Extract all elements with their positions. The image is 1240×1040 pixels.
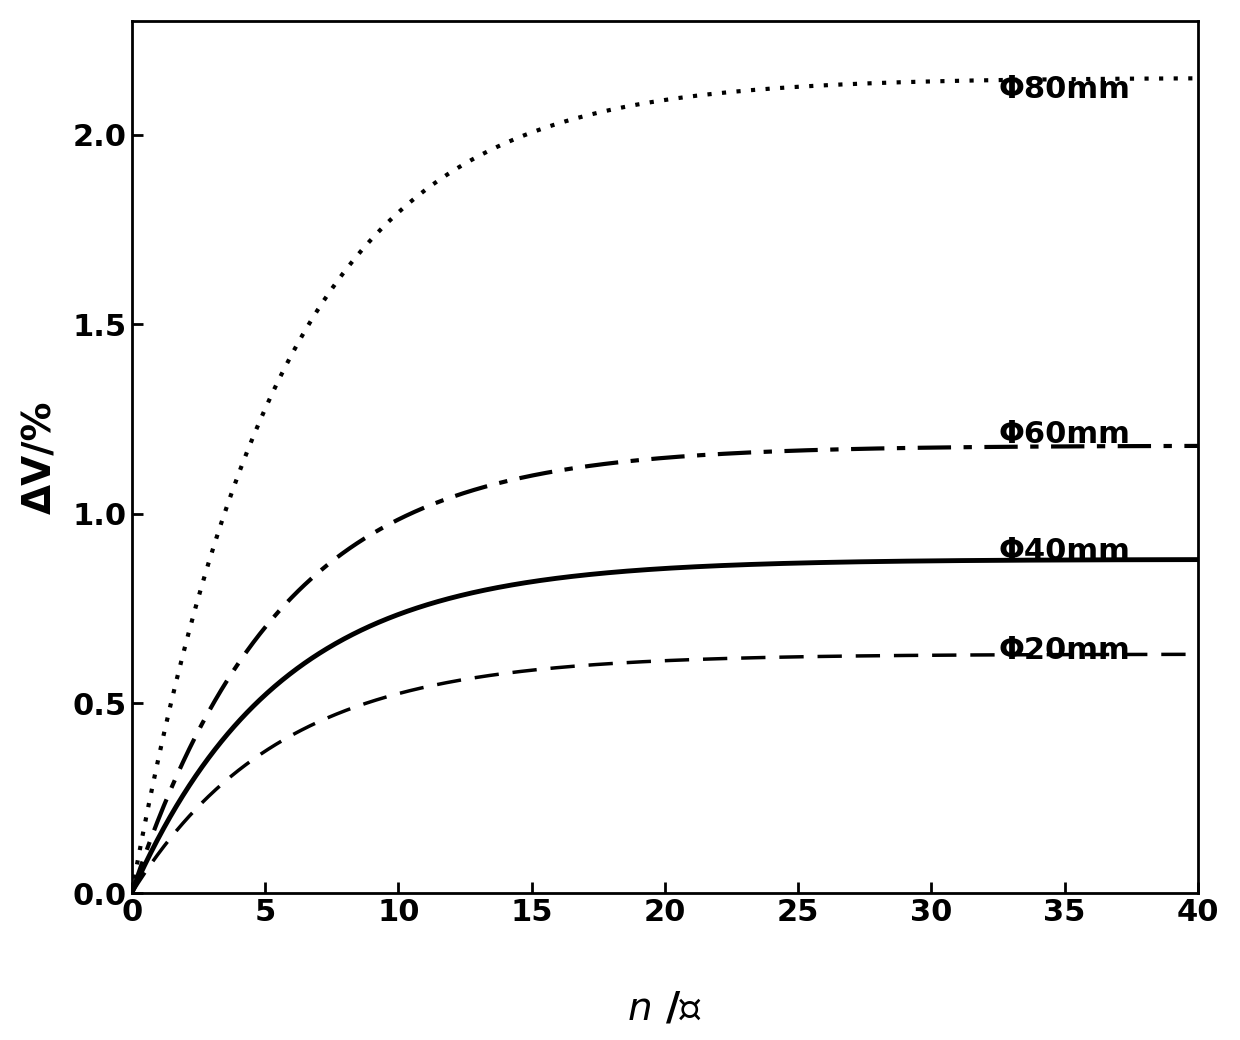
Y-axis label: ΔV/%: ΔV/%: [21, 400, 58, 514]
Text: Φ60mm: Φ60mm: [998, 420, 1130, 448]
Text: $n$ /次: $n$ /次: [627, 989, 702, 1028]
Text: Φ40mm: Φ40mm: [998, 538, 1130, 566]
Text: Φ20mm: Φ20mm: [998, 635, 1130, 665]
Text: Φ80mm: Φ80mm: [998, 75, 1130, 104]
